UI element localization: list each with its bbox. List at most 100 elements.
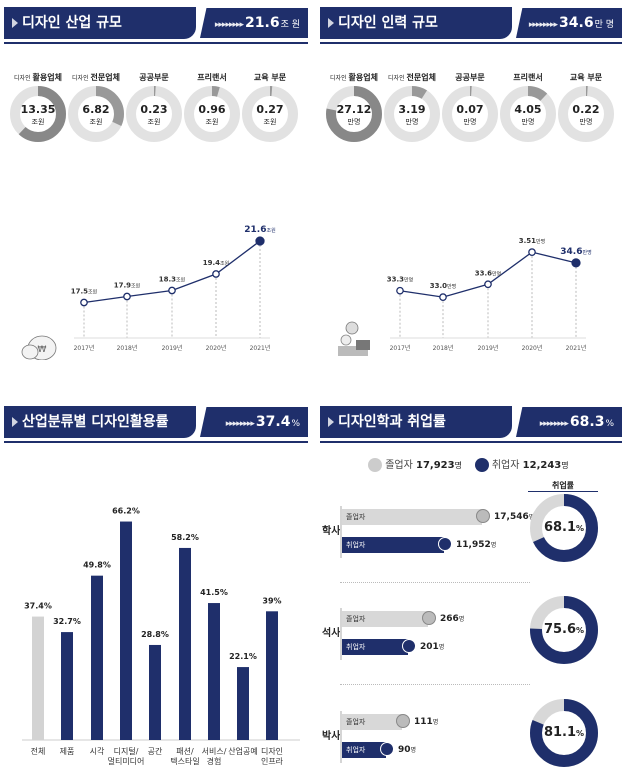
ring-label: 디자인 활용업체 xyxy=(330,73,378,82)
bar xyxy=(149,644,161,740)
donut-ring: 3.19 만명 xyxy=(384,86,440,142)
ring-value: 0.07 만명 xyxy=(456,103,484,127)
graduates-value: 17,546명 xyxy=(494,512,535,522)
ring-value: 4.05 만명 xyxy=(514,103,542,127)
rate-header: 취업률 xyxy=(528,480,598,492)
employment-rate-value: 68.1% xyxy=(543,520,585,535)
data-label: 17.5조원 xyxy=(71,288,98,296)
ring-fill xyxy=(10,86,66,142)
ring-value: 3.19 만명 xyxy=(398,103,426,127)
ring-label: 디자인 전문업체 xyxy=(388,73,436,82)
donut-ring: 0.07 만명 xyxy=(442,86,498,142)
ring-label: 디자인 전문업체 xyxy=(72,73,120,82)
bar xyxy=(208,603,220,740)
ring-fill xyxy=(184,86,240,142)
category-label: 텍스타일 xyxy=(170,756,199,766)
employment-rate-ring: 75.6% xyxy=(530,596,598,664)
ring-label: 공공부문 xyxy=(139,73,169,82)
bar-value-label: 22.1% xyxy=(229,652,257,661)
bar-value-label: 37.4% xyxy=(24,602,52,611)
bar-value-label: 32.7% xyxy=(53,617,81,626)
graduates-value: 266명 xyxy=(440,614,465,624)
ring-value: 27.12 만명 xyxy=(336,103,372,127)
sec4-total: ▸▸▸▸▸▸▸▸ 68.3% xyxy=(516,407,622,437)
money-bag-icon: ₩ xyxy=(21,335,57,360)
employed-bar: 취업자 xyxy=(342,639,408,655)
line-chart-industry: 17.5조원 2017년 17.9조원 2018년 18.3조원 2019년 19.4조원 2… xyxy=(21,225,276,360)
ring-fill xyxy=(442,86,498,142)
briefcase-icon xyxy=(380,742,394,756)
category-label: 패션/ xyxy=(176,746,194,756)
tick-label: 2021년 xyxy=(566,344,587,352)
ring-fill xyxy=(530,596,598,664)
data-label: 33.6만명 xyxy=(475,269,501,277)
grad-cap-icon xyxy=(368,458,382,472)
donut-ring: 13.35 조원 xyxy=(10,86,66,142)
sec4-legend: 졸업자 17,923명 취업자 12,243명 xyxy=(368,456,598,472)
category-label: 시각 xyxy=(90,746,105,756)
ring-fill xyxy=(242,86,298,142)
category-label: 디자인 xyxy=(261,746,283,756)
ring-fill xyxy=(384,86,440,142)
sec2-total: ▸▸▸▸▸▸▸▸ 34.6만 명 xyxy=(516,8,622,38)
bar-chart-utilization: 37.4% 전체 32.7% 제품 49.8% 시각 66.2% 디지털/멀티미디어 28.8%… xyxy=(22,507,300,766)
ring-value: 0.96 조원 xyxy=(198,103,226,127)
data-point xyxy=(212,270,220,278)
graduates-bar: 졸업자 xyxy=(342,611,428,627)
data-point xyxy=(168,286,176,295)
sec1-title: 디자인 산업 규모 xyxy=(4,7,196,39)
data-label: 19.4조원 xyxy=(203,259,230,267)
grad-cap-icon xyxy=(476,509,490,523)
donut-ring: 0.23 조원 xyxy=(126,86,182,142)
tick-label: 2019년 xyxy=(478,344,499,352)
ring-value: 13.35 조원 xyxy=(20,103,56,127)
bar xyxy=(120,521,132,740)
worker-gear-icon xyxy=(338,321,370,356)
bar xyxy=(32,616,44,740)
employment-rate-ring: 81.1% xyxy=(530,699,598,767)
ring-value: 0.22 만명 xyxy=(572,103,600,127)
data-point xyxy=(571,258,581,268)
bar-value-label: 39% xyxy=(262,596,281,605)
tick-label: 2021년 xyxy=(250,344,271,352)
sec3-title: 산업분류별 디자인활용률 xyxy=(4,406,196,438)
tick-label: 2017년 xyxy=(74,344,95,352)
ring-label: 교육 부문 xyxy=(569,73,603,82)
bar xyxy=(61,632,73,740)
donut-ring: 6.82 조원 xyxy=(68,86,124,142)
employed-bar: 취업자 xyxy=(342,537,444,553)
graduates-value: 111명 xyxy=(414,717,439,727)
graduates-bar: 졸업자 xyxy=(342,509,482,525)
ring-label: 프리랜서 xyxy=(513,73,543,82)
employed-value: 90명 xyxy=(398,745,417,755)
tick-label: 2018년 xyxy=(117,344,138,352)
data-point xyxy=(255,236,265,246)
row-separator xyxy=(340,684,530,685)
category-label: 디지털/ xyxy=(114,746,139,756)
data-point xyxy=(80,298,88,307)
category-label: 인프라 xyxy=(261,756,284,766)
bar xyxy=(266,611,278,740)
briefcase-icon xyxy=(474,458,489,472)
ring-fill xyxy=(126,86,182,142)
tick-label: 2020년 xyxy=(206,344,227,352)
data-label: 21.6조원 xyxy=(244,225,276,235)
donut-ring: 0.22 만명 xyxy=(558,86,614,142)
bar-value-label: 41.5% xyxy=(200,588,228,597)
employed-value: 11,952명 xyxy=(456,540,497,550)
category-label: 경험 xyxy=(207,756,222,766)
tick-label: 2020년 xyxy=(522,344,543,352)
data-point xyxy=(439,293,447,301)
donut-ring: 0.27 조원 xyxy=(242,86,298,142)
employment-rate-value: 81.1% xyxy=(543,725,585,740)
row-separator xyxy=(340,582,530,583)
data-label: 18.3조원 xyxy=(159,276,186,284)
degree-label: 학사 xyxy=(322,526,341,537)
ring-fill xyxy=(530,699,598,767)
degree-label: 석사 xyxy=(322,628,341,639)
svg-text:₩: ₩ xyxy=(38,345,47,355)
briefcase-icon xyxy=(402,639,416,653)
data-label: 34.6만명 xyxy=(560,247,591,257)
ring-label: 공공부문 xyxy=(455,73,485,82)
data-point xyxy=(484,280,492,289)
